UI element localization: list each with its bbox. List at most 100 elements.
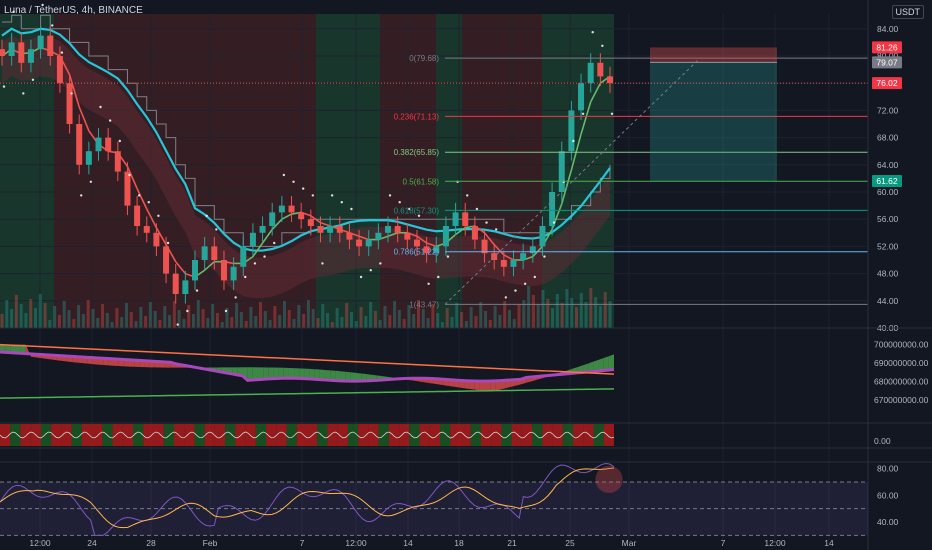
candle-body bbox=[587, 62, 594, 84]
step-average-line bbox=[2, 14, 611, 247]
indicator-fill bbox=[15, 344, 21, 354]
oscillator-cell bbox=[583, 424, 594, 446]
oscillator-cell bbox=[112, 424, 123, 446]
volume-bar bbox=[421, 309, 425, 328]
volume-bar bbox=[594, 297, 598, 328]
indicator-fill bbox=[485, 381, 491, 392]
price-label-text: 76.02 bbox=[876, 78, 898, 88]
volume-bar bbox=[574, 307, 578, 328]
volume-bar bbox=[340, 317, 344, 328]
sar-dot bbox=[51, 24, 54, 27]
candle-body bbox=[549, 192, 556, 226]
volume-bar bbox=[220, 322, 224, 328]
oscillator-cell bbox=[81, 424, 93, 446]
volume-bar bbox=[522, 300, 526, 328]
oscillator-cell bbox=[470, 424, 481, 446]
oscillator-cell bbox=[532, 424, 543, 446]
fast-ma-segment bbox=[252, 242, 264, 258]
time-tick-label: 12:00 bbox=[345, 538, 367, 548]
sar-dot bbox=[263, 255, 266, 258]
currency-badge[interactable]: USDT bbox=[891, 5, 924, 19]
fast-ma-segment bbox=[416, 235, 428, 244]
fast-ma-segment bbox=[580, 101, 592, 135]
oscillator-cell bbox=[122, 424, 134, 446]
oscillator-cell bbox=[225, 424, 236, 446]
sar-dot bbox=[485, 221, 488, 224]
volume-bar bbox=[541, 290, 545, 328]
volume-bar bbox=[201, 309, 205, 328]
price-tick-label: 56.00 bbox=[877, 214, 899, 224]
indicator-fill bbox=[257, 367, 264, 380]
volume-bar bbox=[345, 303, 349, 328]
sar-dot bbox=[253, 262, 257, 265]
candle-body bbox=[47, 35, 54, 56]
volume-bar bbox=[206, 318, 210, 328]
volume-bar bbox=[259, 302, 263, 328]
volume-bar bbox=[393, 301, 397, 328]
rsi-tick-label: 60.00 bbox=[877, 490, 899, 500]
volume-bar bbox=[359, 307, 363, 328]
sar-dot bbox=[234, 296, 237, 299]
indicator-fill bbox=[464, 380, 470, 389]
sar-dot bbox=[427, 282, 430, 285]
volume-bar bbox=[326, 313, 330, 328]
slow-ema-line bbox=[1, 27, 611, 252]
sar-dot bbox=[12, 10, 15, 13]
sar-dot bbox=[80, 194, 83, 197]
volume-bar bbox=[579, 293, 583, 328]
volume-bar bbox=[235, 303, 239, 328]
candle-body bbox=[375, 232, 382, 240]
fast-ma-segment bbox=[68, 74, 80, 108]
sar-dot bbox=[330, 194, 334, 197]
volume-bar bbox=[431, 304, 435, 328]
fast-ma-segment bbox=[455, 227, 466, 236]
fast-ma-segment bbox=[204, 261, 215, 271]
candle-body bbox=[471, 226, 478, 240]
fast-ma-segment bbox=[503, 254, 514, 261]
volume-bar bbox=[211, 304, 215, 328]
time-tick-label: 12:00 bbox=[29, 538, 51, 548]
price-tick-label: 60.00 bbox=[877, 187, 899, 197]
sar-dot bbox=[99, 105, 102, 109]
volume-bar bbox=[369, 302, 373, 328]
volume-bar bbox=[498, 315, 502, 328]
price-tick-label: 80.00 bbox=[877, 51, 899, 61]
fib-level-label: 0.382(65.85) bbox=[394, 148, 440, 157]
oscillator-cell bbox=[409, 424, 420, 446]
sar-dot bbox=[466, 194, 469, 197]
volume-bar bbox=[38, 294, 42, 328]
sar-dot bbox=[475, 207, 479, 211]
candle-body bbox=[452, 212, 459, 226]
candle-body bbox=[394, 226, 401, 233]
price-tick-label: 64.00 bbox=[877, 160, 899, 170]
candle-body bbox=[8, 42, 15, 56]
sar-dot bbox=[610, 112, 614, 116]
candle-body bbox=[462, 212, 469, 226]
volume-bar bbox=[196, 300, 200, 328]
volume-bar bbox=[187, 305, 191, 328]
volume-bar bbox=[268, 320, 272, 328]
rsi-highlight-circle bbox=[595, 465, 623, 493]
volume-bar bbox=[426, 318, 430, 328]
candle-body bbox=[192, 260, 199, 281]
price-label-box bbox=[872, 41, 902, 54]
fast-ma-segment bbox=[589, 82, 602, 103]
price-label-box bbox=[872, 77, 902, 90]
candle-body bbox=[558, 151, 565, 192]
volume-bar bbox=[62, 301, 66, 328]
indicator-fill bbox=[304, 368, 310, 379]
indicator-fill bbox=[0, 344, 6, 353]
sar-dot bbox=[186, 309, 189, 313]
indicator-fill bbox=[118, 359, 124, 367]
sar-dot bbox=[70, 92, 73, 95]
fast-ma-segment bbox=[155, 227, 167, 246]
oscillator-cell bbox=[194, 424, 205, 446]
candle-body bbox=[365, 239, 372, 247]
time-tick-label: 7 bbox=[300, 538, 305, 548]
oscillator-cell bbox=[51, 424, 62, 446]
indicator-fill bbox=[278, 367, 284, 379]
sar-dot bbox=[157, 214, 160, 217]
sar-dot bbox=[417, 214, 421, 217]
candle-body bbox=[433, 246, 440, 254]
